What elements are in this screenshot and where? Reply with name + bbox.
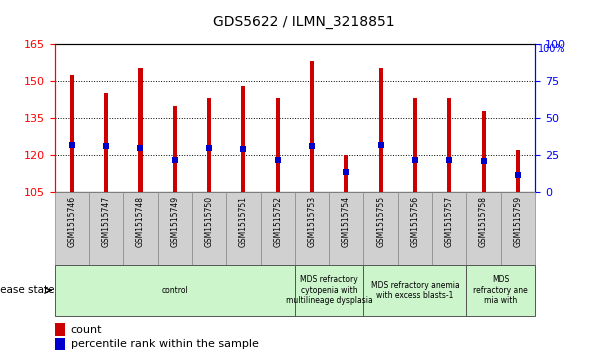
Bar [173, 106, 177, 192]
Bar [466, 192, 501, 265]
Text: GSM1515753: GSM1515753 [308, 196, 317, 247]
Text: GSM1515748: GSM1515748 [136, 196, 145, 247]
Bar [226, 192, 261, 265]
Bar [55, 265, 295, 316]
Text: MDS refractory anemia
with excess blasts-1: MDS refractory anemia with excess blasts… [371, 281, 459, 300]
Text: GSM1515759: GSM1515759 [513, 196, 522, 247]
Bar [123, 192, 157, 265]
Text: percentile rank within the sample: percentile rank within the sample [71, 339, 258, 349]
Text: GSM1515758: GSM1515758 [479, 196, 488, 247]
Bar [157, 192, 192, 265]
Text: GSM1515752: GSM1515752 [273, 196, 282, 247]
Bar [447, 98, 451, 192]
Text: GSM1515747: GSM1515747 [102, 196, 111, 247]
Text: GDS5622 / ILMN_3218851: GDS5622 / ILMN_3218851 [213, 15, 395, 29]
Bar [413, 98, 417, 192]
Bar [104, 93, 108, 192]
Bar [398, 192, 432, 265]
Text: GSM1515746: GSM1515746 [67, 196, 77, 247]
Bar [139, 68, 142, 192]
Text: GSM1515755: GSM1515755 [376, 196, 385, 247]
Bar [241, 86, 246, 192]
Bar [207, 98, 211, 192]
Bar [70, 74, 74, 192]
Bar [261, 192, 295, 265]
Bar [364, 192, 398, 265]
Bar [501, 192, 535, 265]
Text: count: count [71, 325, 102, 335]
Text: control: control [162, 286, 188, 295]
Bar [344, 155, 348, 192]
Text: MDS
refractory ane
mia with: MDS refractory ane mia with [474, 276, 528, 305]
Text: GSM1515751: GSM1515751 [239, 196, 248, 247]
Bar [275, 98, 280, 192]
Bar [55, 338, 65, 350]
Bar [310, 61, 314, 192]
Bar [364, 265, 466, 316]
Bar [89, 192, 123, 265]
Bar [432, 192, 466, 265]
Bar [55, 192, 89, 265]
Bar [466, 265, 535, 316]
Text: MDS refractory
cytopenia with
multilineage dysplasia: MDS refractory cytopenia with multilinea… [286, 276, 373, 305]
Bar [329, 192, 364, 265]
Text: GSM1515749: GSM1515749 [170, 196, 179, 247]
Bar [295, 265, 364, 316]
Bar [482, 110, 486, 192]
Text: GSM1515754: GSM1515754 [342, 196, 351, 247]
Bar [295, 192, 329, 265]
Bar [379, 68, 382, 192]
Text: GSM1515750: GSM1515750 [205, 196, 213, 247]
Text: 100%: 100% [538, 44, 565, 54]
Bar [192, 192, 226, 265]
Bar [516, 150, 520, 192]
Text: GSM1515756: GSM1515756 [410, 196, 420, 247]
Text: disease state: disease state [0, 285, 55, 295]
Text: GSM1515757: GSM1515757 [445, 196, 454, 247]
Bar [55, 323, 65, 336]
